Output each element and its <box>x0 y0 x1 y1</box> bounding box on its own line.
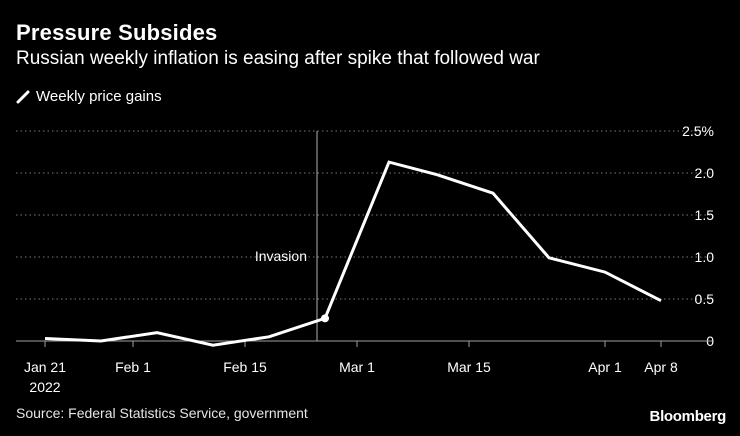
y-tick-label: 1.5 <box>695 207 715 223</box>
legend-label: Weekly price gains <box>36 88 162 105</box>
invasion-point-marker <box>321 314 329 323</box>
chart-subtitle: Russian weekly inflation is easing after… <box>16 48 540 69</box>
legend: Weekly price gains <box>16 88 162 105</box>
invasion-annotation-label: Invasion <box>255 248 307 264</box>
x-tick-sublabel: 2022 <box>29 379 60 395</box>
y-tick-label: 2.0 <box>695 165 715 181</box>
x-tick-label: Feb 1 <box>115 359 151 375</box>
y-tick-label: 1.0 <box>695 249 715 265</box>
x-tick-label: Apr 1 <box>588 359 622 375</box>
annotation-layer: Invasion <box>255 131 318 341</box>
chart-title: Pressure Subsides <box>16 20 218 45</box>
y-tick-label: 0.5 <box>695 291 715 307</box>
x-tick-label: Apr 8 <box>644 359 678 375</box>
source-note: Source: Federal Statistics Service, gove… <box>16 405 308 421</box>
x-tick-label: Mar 15 <box>447 359 491 375</box>
y-tick-label: 2.5% <box>682 123 714 139</box>
x-tick-label: Mar 1 <box>339 359 375 375</box>
x-tick-label: Feb 15 <box>223 359 267 375</box>
legend-swatch-icon <box>16 90 30 103</box>
grid-layer <box>16 130 712 300</box>
bloomberg-logo: Bloomberg <box>649 408 727 425</box>
series-line-weekly-price-gains <box>44 160 662 347</box>
x-tick-label: Jan 21 <box>24 359 66 375</box>
series-layer <box>44 160 662 347</box>
